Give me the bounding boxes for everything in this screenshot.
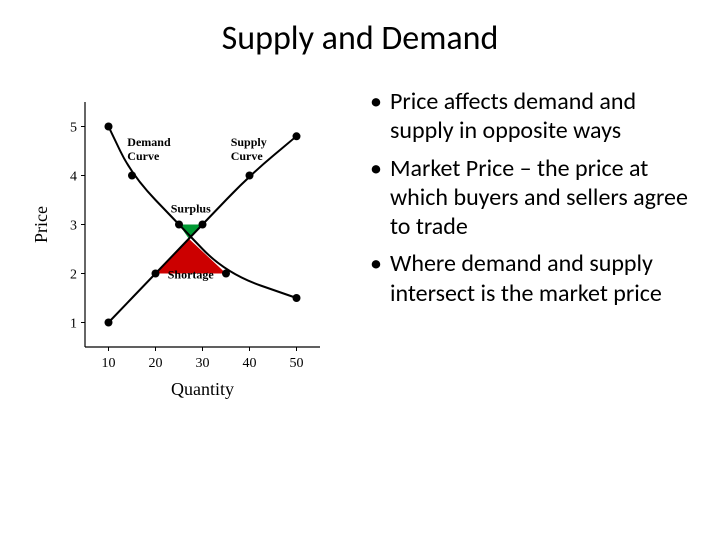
slide: Supply and Demand 1 2 3 4 5 10 20 30 40 50 Quantit… (0, 0, 720, 540)
surplus-label: Surplus (171, 201, 211, 215)
x-tick-label: 20 (149, 356, 163, 371)
y-tick-label: 4 (70, 170, 77, 185)
supply-demand-chart: 1 2 3 4 5 10 20 30 40 50 Quantity Price DemandCurve S… (30, 87, 350, 417)
shortage-label: Shortage (168, 267, 215, 281)
demand-label: DemandCurve (127, 135, 171, 163)
bullet-item: Market Price – the price at which buyers… (370, 154, 690, 242)
supply-marker (199, 221, 207, 229)
demand-marker (105, 123, 113, 131)
slide-title: Supply and Demand (0, 0, 720, 67)
supply-marker (293, 132, 301, 140)
supply-curve (109, 136, 297, 322)
y-tick-label: 3 (70, 219, 77, 234)
text-column: Price affects demand and supply in oppos… (360, 87, 690, 417)
demand-marker (175, 221, 183, 229)
bullet-item: Price affects demand and supply in oppos… (370, 87, 690, 146)
x-tick-label: 40 (243, 356, 257, 371)
content-row: 1 2 3 4 5 10 20 30 40 50 Quantity Price DemandCurve S… (0, 67, 720, 417)
x-tick-label: 30 (196, 356, 210, 371)
x-tick-label: 50 (290, 356, 304, 371)
demand-marker (293, 294, 301, 302)
supply-marker (152, 270, 160, 278)
y-axis-label: Price (31, 206, 51, 243)
bullet-list: Price affects demand and supply in oppos… (370, 87, 690, 308)
y-tick-label: 1 (70, 317, 77, 332)
supply-label: SupplyCurve (231, 135, 267, 163)
demand-marker (222, 270, 230, 278)
x-axis-label: Quantity (171, 379, 234, 399)
x-tick-label: 10 (102, 356, 116, 371)
supply-marker (246, 172, 254, 180)
supply-marker (105, 319, 113, 327)
bullet-item: Where demand and supply intersect is the… (370, 249, 690, 308)
demand-marker (128, 172, 136, 180)
y-tick-label: 5 (70, 121, 77, 136)
y-tick-label: 2 (70, 268, 77, 283)
chart-container: 1 2 3 4 5 10 20 30 40 50 Quantity Price DemandCurve S… (30, 87, 360, 417)
